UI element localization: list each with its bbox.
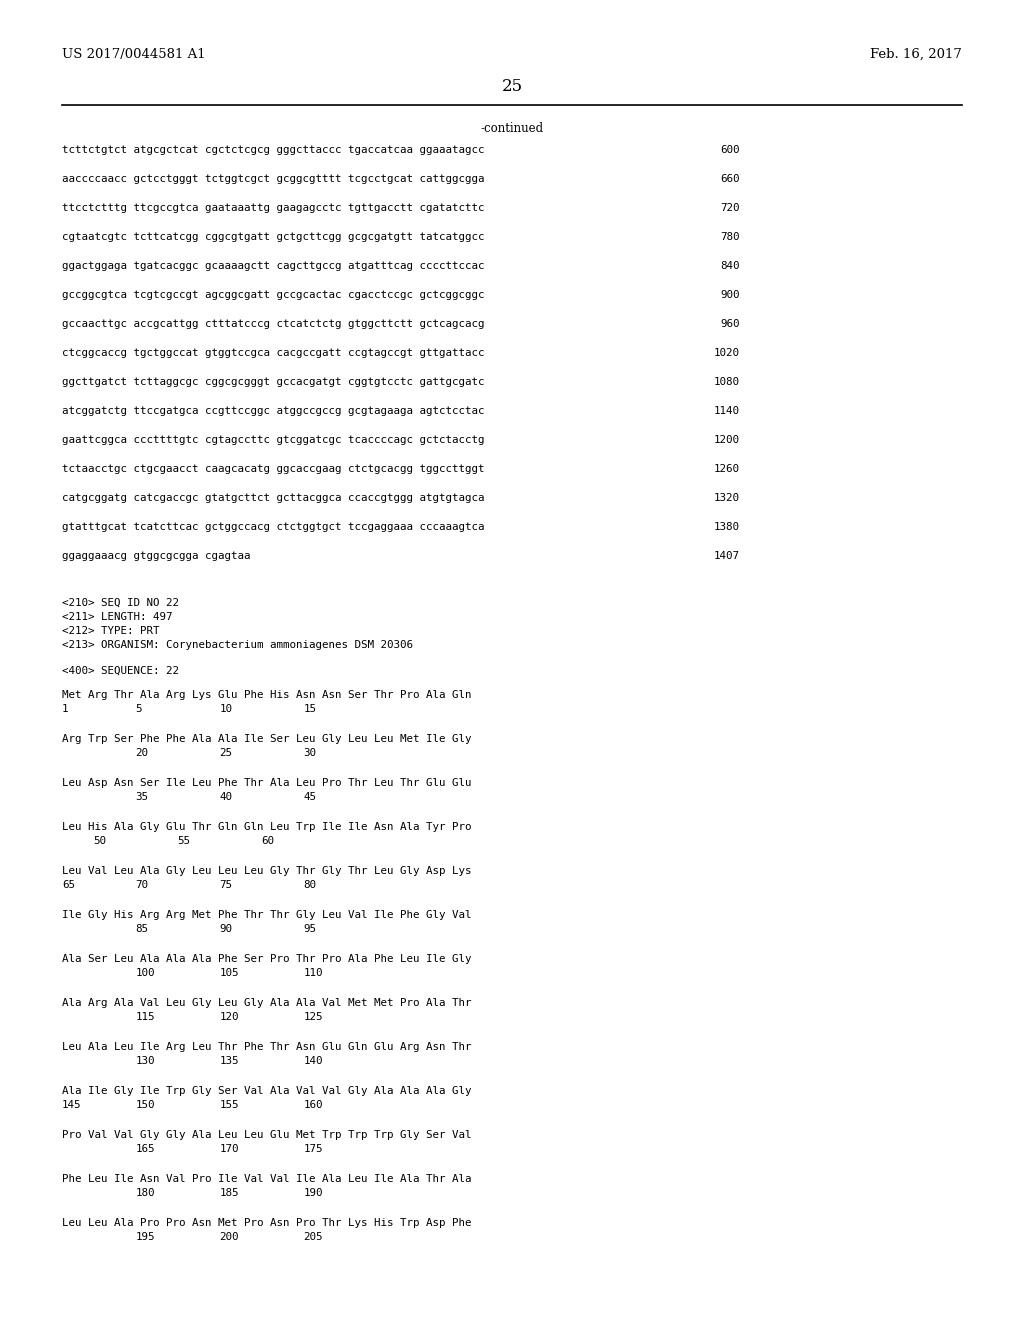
Text: ggactggaga tgatcacggc gcaaaagctt cagcttgccg atgatttcag ccccttccac: ggactggaga tgatcacggc gcaaaagctt cagcttg… bbox=[62, 261, 484, 271]
Text: 145: 145 bbox=[62, 1100, 82, 1110]
Text: Ala Arg Ala Val Leu Gly Leu Gly Ala Ala Val Met Met Pro Ala Thr: Ala Arg Ala Val Leu Gly Leu Gly Ala Ala … bbox=[62, 998, 471, 1008]
Text: Met Arg Thr Ala Arg Lys Glu Phe His Asn Asn Ser Thr Pro Ala Gln: Met Arg Thr Ala Arg Lys Glu Phe His Asn … bbox=[62, 690, 471, 700]
Text: ctcggcaccg tgctggccat gtggtccgca cacgccgatt ccgtagccgt gttgattacc: ctcggcaccg tgctggccat gtggtccgca cacgccg… bbox=[62, 348, 484, 358]
Text: 1320: 1320 bbox=[714, 492, 740, 503]
Text: 720: 720 bbox=[721, 203, 740, 213]
Text: 115: 115 bbox=[135, 1012, 155, 1022]
Text: ggcttgatct tcttaggcgc cggcgcgggt gccacgatgt cggtgtcctc gattgcgatc: ggcttgatct tcttaggcgc cggcgcgggt gccacga… bbox=[62, 378, 484, 387]
Text: 1380: 1380 bbox=[714, 521, 740, 532]
Text: 1407: 1407 bbox=[714, 550, 740, 561]
Text: 90: 90 bbox=[219, 924, 232, 935]
Text: 780: 780 bbox=[721, 232, 740, 242]
Text: 155: 155 bbox=[219, 1100, 239, 1110]
Text: 900: 900 bbox=[721, 290, 740, 300]
Text: 130: 130 bbox=[135, 1056, 155, 1067]
Text: Leu Val Leu Ala Gly Leu Leu Leu Gly Thr Gly Thr Leu Gly Asp Lys: Leu Val Leu Ala Gly Leu Leu Leu Gly Thr … bbox=[62, 866, 471, 876]
Text: aaccccaacc gctcctgggt tctggtcgct gcggcgtttt tcgcctgcat cattggcgga: aaccccaacc gctcctgggt tctggtcgct gcggcgt… bbox=[62, 174, 484, 183]
Text: 660: 660 bbox=[721, 174, 740, 183]
Text: tcttctgtct atgcgctcat cgctctcgcg gggcttaccc tgaccatcaa ggaaatagcc: tcttctgtct atgcgctcat cgctctcgcg gggctta… bbox=[62, 145, 484, 154]
Text: 200: 200 bbox=[219, 1232, 239, 1242]
Text: Feb. 16, 2017: Feb. 16, 2017 bbox=[870, 48, 962, 61]
Text: 45: 45 bbox=[303, 792, 316, 803]
Text: Ile Gly His Arg Arg Met Phe Thr Thr Gly Leu Val Ile Phe Gly Val: Ile Gly His Arg Arg Met Phe Thr Thr Gly … bbox=[62, 909, 471, 920]
Text: 1260: 1260 bbox=[714, 465, 740, 474]
Text: ttcctctttg ttcgccgtca gaataaattg gaagagcctc tgttgacctt cgatatcttc: ttcctctttg ttcgccgtca gaataaattg gaagagc… bbox=[62, 203, 484, 213]
Text: 40: 40 bbox=[219, 792, 232, 803]
Text: 190: 190 bbox=[303, 1188, 323, 1199]
Text: 105: 105 bbox=[219, 968, 239, 978]
Text: 50: 50 bbox=[93, 836, 106, 846]
Text: 70: 70 bbox=[135, 880, 148, 890]
Text: tctaacctgc ctgcgaacct caagcacatg ggcaccgaag ctctgcacgg tggccttggt: tctaacctgc ctgcgaacct caagcacatg ggcaccg… bbox=[62, 465, 484, 474]
Text: Leu Leu Ala Pro Pro Asn Met Pro Asn Pro Thr Lys His Trp Asp Phe: Leu Leu Ala Pro Pro Asn Met Pro Asn Pro … bbox=[62, 1218, 471, 1228]
Text: 60: 60 bbox=[261, 836, 274, 846]
Text: 5: 5 bbox=[135, 704, 142, 714]
Text: gaattcggca cccttttgtc cgtagccttc gtcggatcgc tcaccccagc gctctacctg: gaattcggca cccttttgtc cgtagccttc gtcggat… bbox=[62, 436, 484, 445]
Text: gccaacttgc accgcattgg ctttatcccg ctcatctctg gtggcttctt gctcagcacg: gccaacttgc accgcattgg ctttatcccg ctcatct… bbox=[62, 319, 484, 329]
Text: Ala Ile Gly Ile Trp Gly Ser Val Ala Val Val Gly Ala Ala Ala Gly: Ala Ile Gly Ile Trp Gly Ser Val Ala Val … bbox=[62, 1086, 471, 1096]
Text: 100: 100 bbox=[135, 968, 155, 978]
Text: 160: 160 bbox=[303, 1100, 323, 1110]
Text: 30: 30 bbox=[303, 748, 316, 758]
Text: 135: 135 bbox=[219, 1056, 239, 1067]
Text: 75: 75 bbox=[219, 880, 232, 890]
Text: 125: 125 bbox=[303, 1012, 323, 1022]
Text: 840: 840 bbox=[721, 261, 740, 271]
Text: 80: 80 bbox=[303, 880, 316, 890]
Text: 175: 175 bbox=[303, 1144, 323, 1154]
Text: catgcggatg catcgaccgc gtatgcttct gcttacggca ccaccgtggg atgtgtagca: catgcggatg catcgaccgc gtatgcttct gcttacg… bbox=[62, 492, 484, 503]
Text: -continued: -continued bbox=[480, 121, 544, 135]
Text: <211> LENGTH: 497: <211> LENGTH: 497 bbox=[62, 612, 172, 622]
Text: Ala Ser Leu Ala Ala Ala Phe Ser Pro Thr Pro Ala Phe Leu Ile Gly: Ala Ser Leu Ala Ala Ala Phe Ser Pro Thr … bbox=[62, 954, 471, 964]
Text: gtatttgcat tcatcttcac gctggccacg ctctggtgct tccgaggaaa cccaaagtca: gtatttgcat tcatcttcac gctggccacg ctctggt… bbox=[62, 521, 484, 532]
Text: 960: 960 bbox=[721, 319, 740, 329]
Text: <210> SEQ ID NO 22: <210> SEQ ID NO 22 bbox=[62, 598, 179, 609]
Text: 15: 15 bbox=[303, 704, 316, 714]
Text: Phe Leu Ile Asn Val Pro Ile Val Val Ile Ala Leu Ile Ala Thr Ala: Phe Leu Ile Asn Val Pro Ile Val Val Ile … bbox=[62, 1173, 471, 1184]
Text: 85: 85 bbox=[135, 924, 148, 935]
Text: 1: 1 bbox=[62, 704, 69, 714]
Text: Arg Trp Ser Phe Phe Ala Ala Ile Ser Leu Gly Leu Leu Met Ile Gly: Arg Trp Ser Phe Phe Ala Ala Ile Ser Leu … bbox=[62, 734, 471, 744]
Text: 25: 25 bbox=[502, 78, 522, 95]
Text: <213> ORGANISM: Corynebacterium ammoniagenes DSM 20306: <213> ORGANISM: Corynebacterium ammoniag… bbox=[62, 640, 413, 649]
Text: 25: 25 bbox=[219, 748, 232, 758]
Text: Leu Ala Leu Ile Arg Leu Thr Phe Thr Asn Glu Gln Glu Arg Asn Thr: Leu Ala Leu Ile Arg Leu Thr Phe Thr Asn … bbox=[62, 1041, 471, 1052]
Text: 95: 95 bbox=[303, 924, 316, 935]
Text: 120: 120 bbox=[219, 1012, 239, 1022]
Text: 10: 10 bbox=[219, 704, 232, 714]
Text: 1020: 1020 bbox=[714, 348, 740, 358]
Text: 110: 110 bbox=[303, 968, 323, 978]
Text: ggaggaaacg gtggcgcgga cgagtaa: ggaggaaacg gtggcgcgga cgagtaa bbox=[62, 550, 251, 561]
Text: 140: 140 bbox=[303, 1056, 323, 1067]
Text: 20: 20 bbox=[135, 748, 148, 758]
Text: 185: 185 bbox=[219, 1188, 239, 1199]
Text: 165: 165 bbox=[135, 1144, 155, 1154]
Text: 1200: 1200 bbox=[714, 436, 740, 445]
Text: US 2017/0044581 A1: US 2017/0044581 A1 bbox=[62, 48, 206, 61]
Text: 205: 205 bbox=[303, 1232, 323, 1242]
Text: 600: 600 bbox=[721, 145, 740, 154]
Text: Leu Asp Asn Ser Ile Leu Phe Thr Ala Leu Pro Thr Leu Thr Glu Glu: Leu Asp Asn Ser Ile Leu Phe Thr Ala Leu … bbox=[62, 777, 471, 788]
Text: 150: 150 bbox=[135, 1100, 155, 1110]
Text: <212> TYPE: PRT: <212> TYPE: PRT bbox=[62, 626, 160, 636]
Text: cgtaatcgtc tcttcatcgg cggcgtgatt gctgcttcgg gcgcgatgtt tatcatggcc: cgtaatcgtc tcttcatcgg cggcgtgatt gctgctt… bbox=[62, 232, 484, 242]
Text: 35: 35 bbox=[135, 792, 148, 803]
Text: 195: 195 bbox=[135, 1232, 155, 1242]
Text: 55: 55 bbox=[177, 836, 190, 846]
Text: Leu His Ala Gly Glu Thr Gln Gln Leu Trp Ile Ile Asn Ala Tyr Pro: Leu His Ala Gly Glu Thr Gln Gln Leu Trp … bbox=[62, 822, 471, 832]
Text: Pro Val Val Gly Gly Ala Leu Leu Glu Met Trp Trp Trp Gly Ser Val: Pro Val Val Gly Gly Ala Leu Leu Glu Met … bbox=[62, 1130, 471, 1140]
Text: atcggatctg ttccgatgca ccgttccggc atggccgccg gcgtagaaga agtctcctac: atcggatctg ttccgatgca ccgttccggc atggccg… bbox=[62, 407, 484, 416]
Text: 170: 170 bbox=[219, 1144, 239, 1154]
Text: <400> SEQUENCE: 22: <400> SEQUENCE: 22 bbox=[62, 667, 179, 676]
Text: gccggcgtca tcgtcgccgt agcggcgatt gccgcactac cgacctccgc gctcggcggc: gccggcgtca tcgtcgccgt agcggcgatt gccgcac… bbox=[62, 290, 484, 300]
Text: 1080: 1080 bbox=[714, 378, 740, 387]
Text: 65: 65 bbox=[62, 880, 75, 890]
Text: 1140: 1140 bbox=[714, 407, 740, 416]
Text: 180: 180 bbox=[135, 1188, 155, 1199]
